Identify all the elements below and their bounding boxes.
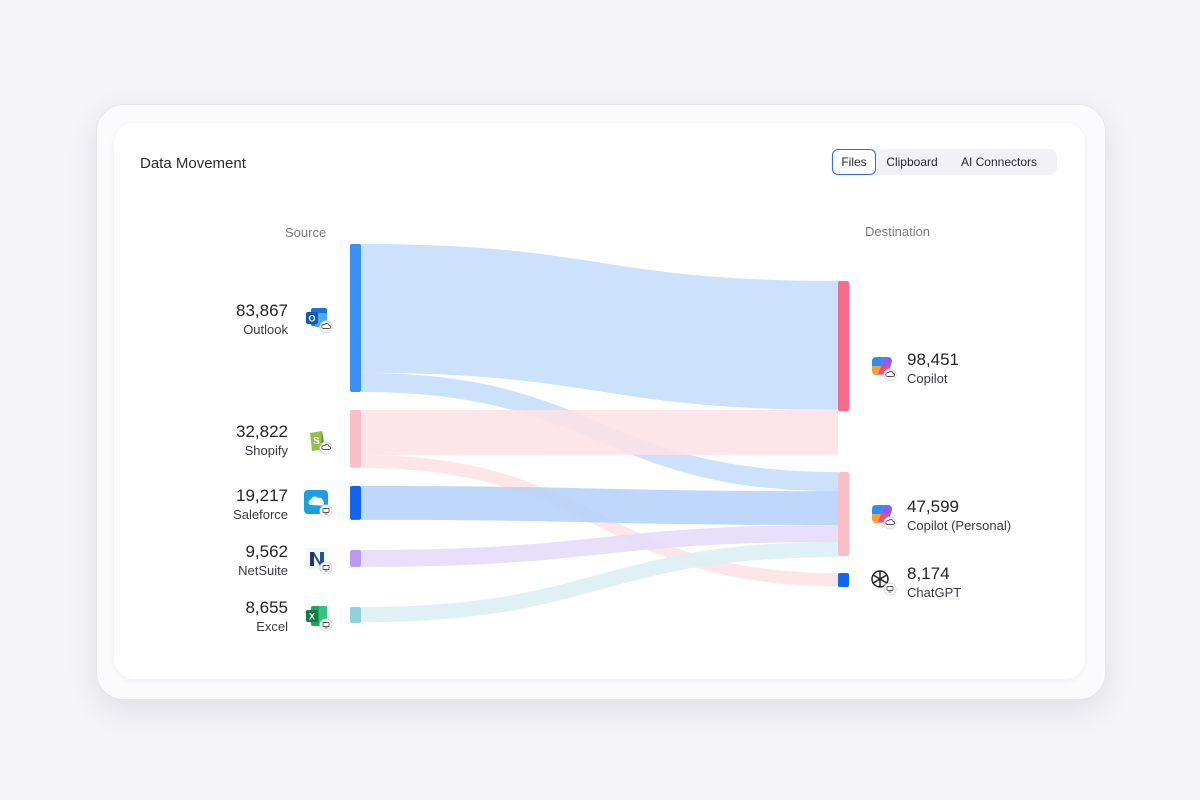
excel-icon: X (303, 602, 333, 632)
source-name: NetSuite (238, 563, 288, 578)
svg-text:O: O (308, 314, 315, 324)
outlook-icon: O (303, 304, 333, 334)
destination-name: Copilot (Personal) (907, 518, 1012, 533)
netsuite-icon (303, 545, 333, 575)
source-value: 8,655 (245, 598, 288, 617)
source-value: 9,562 (245, 542, 288, 561)
source-node-netsuite[interactable] (350, 550, 361, 567)
source-name: Saleforce (233, 507, 288, 522)
source-name: Excel (256, 619, 288, 634)
source-value: 83,867 (236, 301, 288, 320)
destination-name: Copilot (907, 371, 948, 386)
salesforce-icon (303, 488, 333, 518)
source-label-excel: 8,655 Excel (128, 598, 288, 635)
flow-netsuite-to-copilot-personal[interactable] (361, 525, 838, 567)
shopify-icon: S (303, 425, 333, 455)
tab-ai-connectors[interactable]: AI Connectors (960, 155, 1038, 169)
source-value: 19,217 (236, 486, 288, 505)
tab-group: Files Clipboard AI Connectors (831, 149, 1057, 175)
destination-column-header: Destination (865, 224, 931, 239)
source-value: 32,822 (236, 422, 288, 441)
source-column-header: Source (285, 225, 327, 240)
destination-node-copilot[interactable] (838, 281, 849, 411)
source-label-outlook: 83,867 Outlook (128, 301, 288, 338)
flow-excel-to-copilot-personal[interactable] (361, 541, 838, 623)
destination-label-copilot-personal: 47,599 Copilot (Personal) (907, 497, 1067, 534)
destination-node-copilot-personal[interactable] (838, 472, 849, 556)
destination-label-chatgpt: 8,174 ChatGPT (907, 564, 1067, 601)
source-label-netsuite: 9,562 NetSuite (128, 542, 288, 579)
source-node-shopify[interactable] (350, 410, 361, 468)
source-name: Outlook (243, 322, 288, 337)
source-label-saleforce: 19,217 Saleforce (128, 486, 288, 523)
destination-value: 98,451 (907, 350, 959, 369)
source-name: Shopify (244, 443, 288, 458)
tab-files[interactable]: Files (832, 149, 876, 175)
svg-text:X: X (309, 612, 315, 622)
source-label-shopify: 32,822 Shopify (128, 422, 288, 459)
svg-text:S: S (313, 436, 320, 447)
destination-name: ChatGPT (907, 585, 962, 600)
destination-label-copilot: 98,451 Copilot (907, 350, 1067, 387)
copilot-personal-icon (867, 500, 897, 530)
tab-clipboard[interactable]: Clipboard (886, 155, 938, 169)
destination-value: 8,174 (907, 564, 950, 583)
flow-shopify-to-copilot[interactable] (361, 409, 838, 455)
source-node-excel[interactable] (350, 607, 361, 623)
source-node-saleforce[interactable] (350, 486, 361, 520)
chatgpt-icon (867, 566, 897, 596)
destination-node-chatgpt[interactable] (838, 573, 849, 587)
flow-saleforce-to-copilot-personal[interactable] (361, 486, 838, 526)
source-node-outlook[interactable] (350, 244, 361, 392)
destination-value: 47,599 (907, 497, 959, 516)
card-title: Data Movement (140, 155, 246, 172)
flow-outlook-to-copilot[interactable] (361, 244, 838, 410)
copilot-icon (867, 352, 897, 382)
